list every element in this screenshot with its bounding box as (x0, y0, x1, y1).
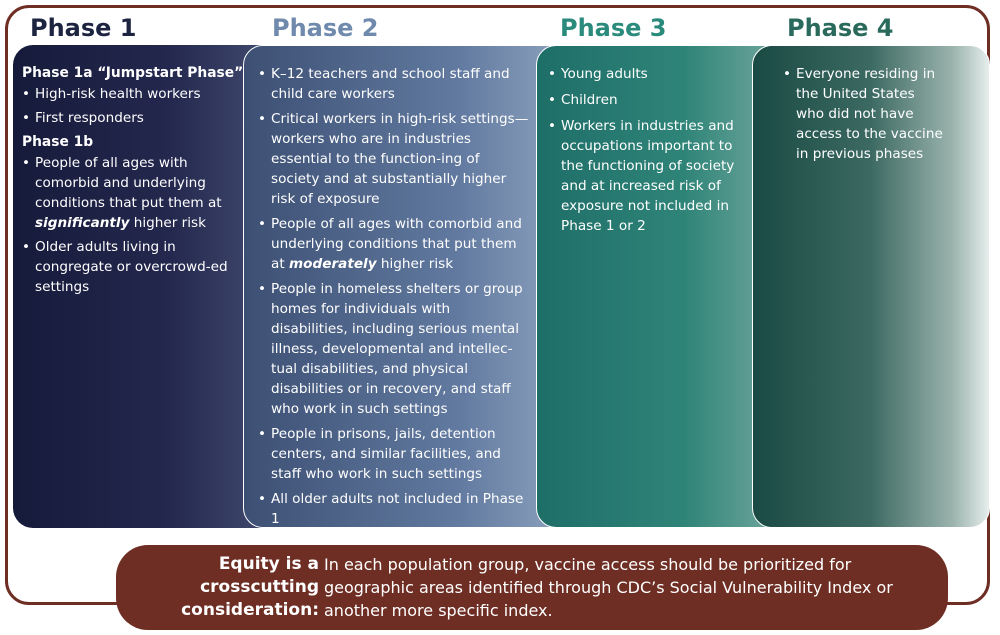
phase-1a-title: Phase 1a “Jumpstart Phase” (22, 65, 244, 81)
equity-label: Equity is a crosscutting consideration: (181, 554, 319, 620)
phase-1b-title: Phase 1b (22, 134, 94, 150)
list-item: Everyone residing in the United States w… (783, 64, 943, 164)
phase-2-list: K–12 teachers and school staff and child… (258, 64, 530, 529)
item-text: People of all ages with comorbid and und… (271, 216, 522, 272)
list-item: Workers in industries and occupations im… (548, 116, 748, 236)
list-item: Older adults living in congregate or ove… (22, 237, 250, 297)
emphasis-text: significantly (35, 215, 130, 231)
phase-1a-list: High-risk health workers First responder… (22, 84, 250, 128)
item-text: higher risk (376, 256, 454, 272)
list-item: People in prisons, jails, detention cent… (258, 424, 530, 484)
list-item: Children (548, 90, 748, 110)
list-item: K–12 teachers and school staff and child… (258, 64, 530, 104)
equity-banner: Equity is a crosscutting consideration: … (116, 545, 948, 630)
phase-4-panel: Everyone residing in the United States w… (752, 45, 990, 528)
equity-text: In each population group, vaccine access… (324, 555, 893, 620)
phase-3-list: Young adults Children Workers in industr… (548, 64, 748, 236)
list-item: Critical workers in high-risk settings—w… (258, 109, 530, 209)
list-item: People of all ages with comorbid and und… (22, 153, 250, 233)
list-item: People in homeless shelters or group hom… (258, 279, 530, 419)
list-item: Young adults (548, 64, 748, 84)
item-text: higher risk (129, 215, 207, 231)
phase-4-list: Everyone residing in the United States w… (783, 64, 943, 164)
phase-1-title: Phase 1 (30, 14, 137, 42)
list-item: People of all ages with comorbid and und… (258, 214, 530, 274)
emphasis-text: moderately (288, 256, 377, 272)
list-item: High-risk health workers (22, 84, 250, 104)
list-item: First responders (22, 108, 250, 128)
item-text: People of all ages with comorbid and und… (35, 155, 222, 211)
list-item: All older adults not included in Phase 1 (258, 489, 530, 529)
phase-1b-list: People of all ages with comorbid and und… (22, 153, 250, 297)
phase-3-title: Phase 3 (560, 14, 667, 42)
phase-2-title: Phase 2 (272, 14, 379, 42)
phase-4-title: Phase 4 (787, 14, 894, 42)
